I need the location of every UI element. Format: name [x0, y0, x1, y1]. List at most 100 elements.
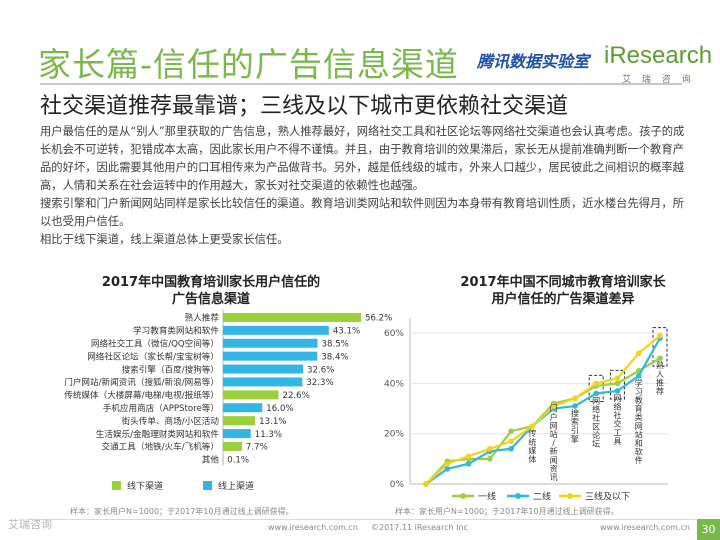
- bar-value-label: 16.0%: [266, 404, 293, 414]
- footer-right-url[interactable]: www.iresearch.com.cn: [600, 523, 690, 532]
- page-title: 家长篇-信任的广告信息渠道: [38, 45, 459, 84]
- line-y-tick-label: 20%: [384, 430, 404, 440]
- line-point: [508, 428, 514, 434]
- line-annotation-label: 网络社区论坛: [592, 396, 600, 448]
- tencent-data-lab-logo: 腾讯数据实验室: [477, 52, 590, 71]
- line-y-tick-label: 40%: [384, 379, 404, 389]
- bar-value-label: 0.1%: [227, 456, 249, 466]
- line-point: [465, 453, 472, 460]
- bar-chart-source: 样本：家长用户N=1000；于2017年10月通过线上调研获得。: [70, 507, 294, 516]
- bar: [223, 441, 242, 451]
- bar-value-label: 38.4%: [321, 352, 348, 362]
- footer-copyright: ©2017.11 iResearch Inc: [371, 523, 468, 532]
- line-chart-title-line2: 用户信任的广告渠道差异: [491, 292, 635, 307]
- line-legend-marker: [460, 493, 466, 499]
- line-point: [593, 380, 599, 387]
- line-legend-label: 一线: [478, 491, 496, 503]
- line-legend-label: 三线及以下: [585, 491, 630, 503]
- bar-category-label: 生活娱乐/金融理财类网站和软件: [96, 428, 220, 440]
- page-subtitle: 社交渠道推荐最靠谱；三线及以下城市更依赖社交渠道: [40, 94, 569, 119]
- footer-divider: [28, 519, 696, 520]
- bar: [223, 364, 304, 374]
- bar-category-label: 门户网站/新闻资讯（搜狐/新浪/网易等）: [64, 376, 219, 388]
- line-point: [465, 461, 472, 467]
- bar: [223, 325, 329, 335]
- body-paragraph-1: 用户最信任的是从“别人”那里获取的广告信息，熟人推荐最好，网络社交工具和社区论坛…: [40, 125, 685, 192]
- title-divider: [40, 83, 682, 85]
- line-point: [444, 461, 451, 467]
- line-series-三线及以下: [425, 334, 661, 485]
- bar-value-label: 22.6%: [282, 391, 309, 401]
- line-y-tick-label: 60%: [384, 329, 404, 339]
- line-point: [572, 395, 578, 402]
- bar-value-label: 38.5%: [322, 339, 349, 349]
- bar-legend-offline-swatch: [112, 481, 121, 490]
- body-text: 用户最信任的是从“别人”那里获取的广告信息，熟人推荐最好，网络社交工具和社区论坛…: [40, 123, 690, 249]
- bar: [223, 416, 256, 426]
- line-point: [487, 445, 493, 452]
- line-chart-source: 样本：家长用户N=1000；于2017年10月通过线上调研获得。: [395, 507, 619, 516]
- line-point: [635, 350, 642, 357]
- line-annotation-label: 学习教育类网站和软件: [635, 378, 643, 465]
- bar-value-label: 32.3%: [306, 378, 333, 388]
- watermark: 艾瑞咨询: [8, 518, 52, 531]
- body-paragraph-2: 搜索引擎和门户新闻网站同样是家长比较信任的渠道。教育培训类网站和软件则因为本身带…: [40, 197, 684, 228]
- bar-chart-title: 2017年中国教育培训家长用户信任的 广告信息渠道: [86, 274, 336, 308]
- line-point: [614, 388, 621, 394]
- bar-category-label: 学习教育类网站和软件: [133, 325, 219, 337]
- footer-left-url[interactable]: www.iresearch.com.cn: [268, 523, 358, 532]
- line-annotation-label: 网络社交工具: [613, 394, 621, 446]
- bar-value-label: 11.3%: [255, 430, 282, 440]
- line-highlight-box: [652, 327, 668, 367]
- body-paragraph-3: 相比于线下渠道，线上渠道总体上更受家长信任。: [40, 233, 289, 246]
- bar: [223, 312, 361, 322]
- line-legend-marker: [567, 493, 573, 499]
- line-point: [657, 355, 663, 362]
- line-legend-label: 二线: [533, 491, 551, 503]
- iresearch-logo: iResearch: [604, 42, 713, 69]
- line-point: [508, 445, 514, 452]
- line-annotation-label: 熟人推荐: [656, 360, 664, 396]
- bar: [223, 377, 303, 387]
- bar-category-label: 网络社区论坛（家长帮/宝宝树等）: [87, 350, 219, 362]
- line-point: [487, 456, 493, 462]
- line-annotation-label: 传统媒体: [528, 428, 536, 464]
- bar-chart-title-line1: 2017年中国教育培训家长用户信任的: [101, 275, 321, 290]
- bar-value-label: 56.2%: [365, 314, 392, 324]
- line-point: [657, 332, 663, 339]
- line-point: [529, 423, 536, 429]
- bar-category-label: 街头传单、商场/小区活动: [122, 415, 220, 427]
- line-point: [550, 403, 557, 409]
- iresearch-logo-sub: 艾 瑞 咨 询: [622, 75, 695, 85]
- line-point: [614, 375, 621, 382]
- line-point: [614, 380, 621, 387]
- bar: [223, 338, 318, 348]
- line-series-二线: [425, 337, 661, 485]
- line-legend-marker: [515, 493, 521, 499]
- line-chart-title: 2017年中国不同城市教育培训家长 用户信任的广告渠道差异: [418, 274, 708, 308]
- line-point: [635, 373, 642, 379]
- bar-legend-online-label: 线上渠道: [218, 480, 254, 492]
- bar: [223, 429, 251, 439]
- bar-category-label: 熟人推荐: [185, 312, 220, 324]
- bar-category-label: 交通工具（地铁/火车/飞机等）: [101, 441, 219, 453]
- line-annotation-label: 搜索引擎: [571, 408, 579, 444]
- page-number: 30: [697, 519, 720, 540]
- line-y-tick-label: 0%: [390, 480, 405, 490]
- line-point: [508, 438, 514, 445]
- bar: [223, 390, 279, 400]
- bar-value-label: 43.1%: [333, 327, 360, 337]
- bar: [223, 403, 263, 413]
- bar-legend-offline-label: 线下渠道: [127, 480, 163, 492]
- bar: [223, 454, 224, 464]
- bar-category-label: 网络社交工具（微信/QQ空间等）: [91, 337, 219, 349]
- bar-category-label: 传统媒体（大楼屏幕/电梯/电视/报纸等）: [64, 389, 219, 401]
- bar: [223, 351, 318, 361]
- bar-category-label: 手机应用商店（APPStore等）: [103, 402, 219, 414]
- bar-category-label: 搜索引擎（百度/搜狗等）: [122, 363, 219, 375]
- line-point: [572, 403, 578, 409]
- line-point: [423, 481, 429, 487]
- bar-chart-title-line2: 广告信息渠道: [171, 292, 250, 307]
- line-annotation-label: 门户网站/新闻资讯: [550, 403, 558, 482]
